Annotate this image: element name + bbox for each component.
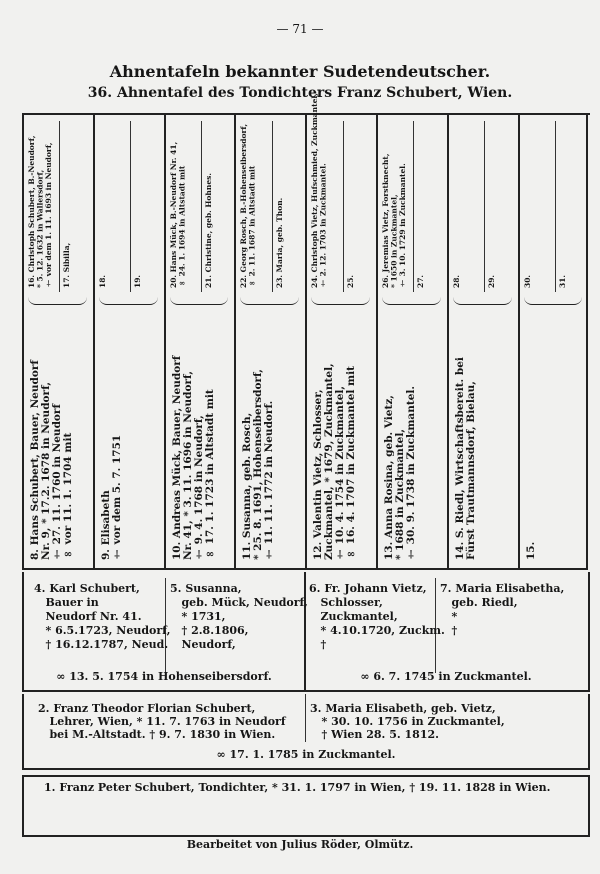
ancestor-22: 22. Georg Rosch, B.-Hohenseibersdorf, ∞ …: [239, 123, 257, 288]
ancestor-7: 7. Maria Elisabetha, geb. Riedl, * †: [440, 582, 565, 637]
sub-divider: [413, 121, 415, 292]
ancestor-25: 25.: [345, 274, 355, 288]
ancestor-21: 21. Christine, geb. Hohnes.: [204, 173, 213, 288]
brace: [98, 294, 158, 305]
sub-divider: [342, 121, 344, 292]
sub-divider: [484, 121, 486, 292]
column-divider: [92, 115, 95, 568]
ancestor-29: 29.: [487, 274, 497, 288]
sub-divider: [201, 121, 202, 292]
ancestor-11: 11. Susanna, geb. Rosch, * 25. 8. 1691, …: [241, 369, 276, 560]
column-divider: [305, 115, 308, 568]
column-divider: [234, 115, 237, 568]
sub-divider: [271, 121, 273, 292]
marriage-6-7: ∞ 6. 7. 1745 in Zuckmantel.: [360, 670, 532, 683]
ancestor-4: 4. Karl Schubert, Bauer in Neudorf Nr. 4…: [34, 582, 171, 651]
table-top-border: [22, 113, 590, 115]
column-divider: [376, 115, 378, 568]
page-title: Ahnentafeln bekannter Sudetendeutscher.: [109, 62, 491, 81]
brace: [523, 294, 583, 305]
table-right-border: [586, 115, 589, 568]
ancestor-6: 6. Fr. Johann Vietz, Schlosser, Zuckmant…: [309, 582, 445, 651]
proband: 1. Franz Peter Schubert, Tondichter, * 3…: [44, 781, 551, 794]
ancestor-23: 23. Maria, geb. Thon.: [274, 197, 284, 288]
brace: [382, 294, 441, 305]
ancestor-14: 14. S. Riedl, Wirtschaftsbereit. bei Für…: [453, 357, 477, 560]
ancestor-20: 20. Hans Mück, B.-Neudorf Nr. 41, ∞ 24. …: [168, 141, 187, 288]
ancestor-10: 10. Andreas Mück, Bauer, Neudorf Nr. 41,…: [170, 355, 216, 560]
ancestor-3: 3. Maria Elisabeth, geb. Vietz, * 30. 10…: [310, 702, 505, 741]
divider: [305, 694, 306, 742]
sub-divider: [130, 121, 132, 292]
sub-divider: [555, 121, 556, 292]
brace: [311, 294, 370, 305]
generation2-box: [22, 694, 590, 770]
column-divider: [446, 115, 449, 568]
ancestor-31: 31.: [558, 274, 567, 288]
ancestor-8: 8. Hans Schubert, Bauer, Neudorf Nr. 9, …: [29, 360, 74, 560]
ancestor-5: 5. Susanna, geb. Mück, Neudorf, * 1731, …: [170, 582, 308, 651]
ancestor-13: 13. Anna Rosina, geb. Vietz, * 1688 in Z…: [383, 385, 417, 560]
ancestor-17: 17. Sibilla,: [62, 242, 72, 288]
ancestor-30: 30.: [522, 274, 532, 288]
ancestor-15: 15.: [524, 541, 537, 560]
sub-divider: [59, 121, 61, 292]
generation3-box: [22, 572, 590, 692]
ancestor-27: 27.: [416, 274, 426, 288]
column-divider: [163, 115, 166, 568]
ancestor-24: 24. Christoph Vietz, Hufschmied, Zuckman…: [310, 93, 328, 288]
ancestor-16: 16. Christoph Schubert, B.-Neudorf, * 5.…: [27, 135, 53, 288]
brace: [28, 294, 87, 305]
brace: [240, 294, 300, 305]
ancestor-12: 12. Valentin Vietz, Schlosser, Zuckmante…: [312, 363, 358, 560]
ancestor-18: 18.: [97, 274, 107, 288]
column-divider: [517, 115, 520, 568]
brace: [169, 294, 229, 305]
divider: [304, 572, 306, 692]
ancestor-2: 2. Franz Theodor Florian Schubert, Lehre…: [38, 702, 286, 741]
footer-credit: Bearbeitet von Julius Röder, Olmütz.: [186, 838, 414, 851]
marriage-2-3: ∞ 17. 1. 1785 in Zuckmantel.: [216, 748, 396, 761]
ancestor-19: 19.: [133, 274, 143, 288]
proband-box: [22, 775, 590, 837]
marriage-4-5: ∞ 13. 5. 1754 in Hohenseibersdorf.: [56, 670, 272, 683]
divider: [435, 578, 436, 673]
ancestor-9: 9. Elisabeth † vor dem 5. 7. 1751: [99, 434, 123, 560]
page-number: — 71 —: [276, 22, 324, 36]
column-divider: [22, 115, 24, 568]
ancestor-26: 26. Jeremias Vietz, Forstknecht, * 1650 …: [381, 153, 407, 288]
table-bottom-border: [22, 568, 589, 570]
divider: [165, 578, 166, 673]
ancestor-28: 28.: [451, 274, 461, 288]
page-subtitle: 36. Ahnentafel des Tondichters Franz Sch…: [87, 85, 513, 101]
brace: [452, 294, 512, 305]
